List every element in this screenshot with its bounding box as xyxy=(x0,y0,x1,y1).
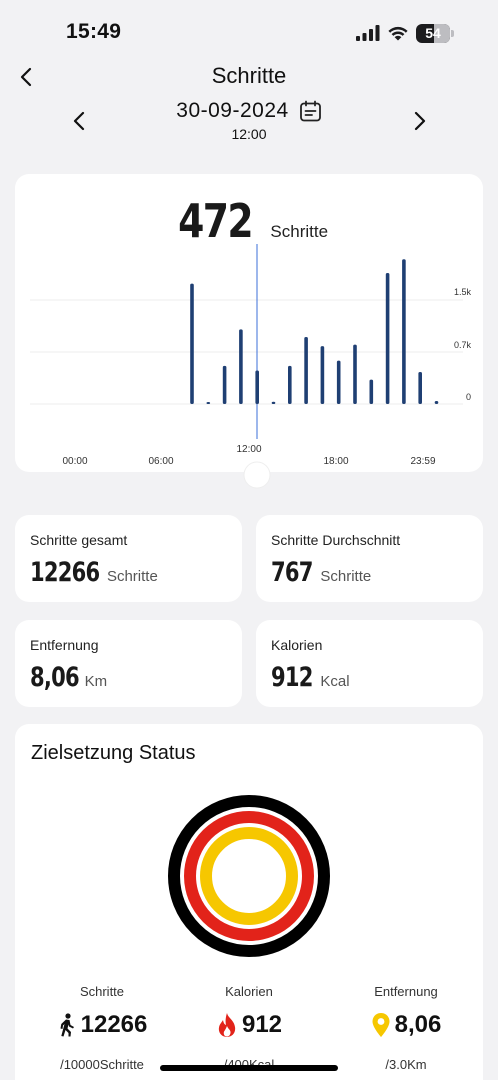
battery-level: 54 xyxy=(425,25,441,41)
home-indicator[interactable] xyxy=(160,1065,338,1071)
next-day-button[interactable] xyxy=(406,108,432,134)
chart-bar[interactable] xyxy=(434,400,439,404)
stat-unit: Kcal xyxy=(320,673,350,690)
back-button[interactable] xyxy=(14,64,40,90)
chart-bar[interactable] xyxy=(288,365,292,404)
stat-card-total-steps: Schritte gesamt 12266 Schritte xyxy=(15,515,242,602)
stat-value: 767 Schritte xyxy=(271,557,371,588)
chart-total-value: 472 xyxy=(178,194,253,248)
goal-status-card: Zielsetzung Status Schritte 12266 /10000… xyxy=(15,724,483,1080)
goal-label: Entfernung xyxy=(374,984,438,999)
time-label: 12:00 xyxy=(231,126,267,142)
goal-label: Kalorien xyxy=(225,984,273,999)
chart-bar[interactable] xyxy=(385,272,390,404)
goal-value: 12266 xyxy=(27,1011,177,1039)
goal-value: 8,06 xyxy=(331,1011,481,1039)
status-time: 15:49 xyxy=(66,20,122,43)
goal-distance: Entfernung 8,06 /3.0Km xyxy=(331,984,481,1072)
prev-day-button[interactable] xyxy=(67,108,93,134)
x-tick-label: 18:00 xyxy=(323,456,348,467)
chart-bar[interactable] xyxy=(255,370,259,404)
wifi-icon xyxy=(388,26,408,41)
walking-icon xyxy=(60,1013,74,1037)
chart-bar[interactable] xyxy=(418,372,422,404)
y-tick-label: 0 xyxy=(466,392,471,402)
x-tick-label: 00:00 xyxy=(62,456,87,467)
chart-bar[interactable] xyxy=(271,401,276,404)
chart-bar[interactable] xyxy=(402,259,406,404)
stat-number: 767 xyxy=(271,557,313,588)
goal-number: 8,06 xyxy=(394,1011,442,1038)
chart-total-unit: Schritte xyxy=(270,222,329,241)
ring-distance xyxy=(200,827,298,925)
chart-bar[interactable] xyxy=(353,344,357,404)
y-tick-label: 1.5k xyxy=(454,287,472,297)
stat-card-calories: Kalorien 912 Kcal xyxy=(256,620,483,707)
chart-bar[interactable] xyxy=(206,402,211,404)
stat-label: Schritte gesamt xyxy=(30,532,128,548)
location-pin-icon xyxy=(372,1013,390,1037)
chart-bar[interactable] xyxy=(320,346,325,404)
stat-label: Entfernung xyxy=(30,637,99,653)
ring-steps xyxy=(168,795,330,957)
x-tick-label: 06:00 xyxy=(148,456,173,467)
battery-icon: 54 xyxy=(416,23,450,43)
stat-value: 12266 Schritte xyxy=(30,557,158,588)
stat-number: 8,06 xyxy=(30,662,80,693)
flame-icon xyxy=(218,1013,236,1037)
goal-label: Schritte xyxy=(79,984,125,999)
goal-target: /3.0Km xyxy=(385,1057,427,1072)
ring-calories xyxy=(184,811,314,941)
goal-rings xyxy=(168,795,330,957)
signal-icon xyxy=(356,25,380,41)
goal-title: Zielsetzung Status xyxy=(31,742,196,764)
stat-label: Schritte Durchschnitt xyxy=(271,532,401,548)
stat-unit: Schritte xyxy=(320,568,372,585)
stat-unit: Schritte xyxy=(106,568,158,585)
chart-bar[interactable] xyxy=(336,360,341,404)
chart-bar[interactable] xyxy=(304,336,308,404)
goal-number: 12266 xyxy=(80,1011,148,1038)
date-label: 30-09-2024 xyxy=(176,99,289,122)
stat-number: 12266 xyxy=(30,557,100,588)
goal-number: 912 xyxy=(241,1011,283,1038)
stat-card-average-steps: Schritte Durchschnitt 767 Schritte xyxy=(256,515,483,602)
chart-bar[interactable] xyxy=(239,329,243,404)
stat-card-distance: Entfernung 8,06 Km xyxy=(15,620,242,707)
stat-number: 912 xyxy=(271,662,313,693)
goal-value: 912 xyxy=(174,1011,324,1039)
chart-bar[interactable] xyxy=(369,379,374,404)
stat-label: Kalorien xyxy=(271,637,323,653)
chart-bar[interactable] xyxy=(222,365,227,404)
status-icons: 54 xyxy=(356,22,454,44)
steps-bar-chart[interactable]: 1.5k 0.7k 0 00:00 06:00 12:00 18:00 23:5… xyxy=(15,174,483,472)
calendar-icon[interactable] xyxy=(299,100,322,123)
goal-target: /10000Schritte xyxy=(60,1057,144,1072)
stat-value: 8,06 Km xyxy=(30,662,107,693)
x-tick-label: 23:59 xyxy=(410,456,435,467)
chart-bar[interactable] xyxy=(190,283,194,404)
date-selector[interactable]: 30-09-2024 12:00 xyxy=(0,99,498,142)
steps-chart-card: 472 Schritte 1.5k 0.7k 0 00:00 06:00 12:… xyxy=(15,174,483,472)
goal-steps: Schritte 12266 /10000Schritte xyxy=(27,984,177,1072)
goal-calories: Kalorien 912 /400Kcal xyxy=(174,984,324,1072)
y-tick-label: 0.7k xyxy=(454,340,472,350)
page-title: Schritte xyxy=(211,63,287,88)
stat-unit: Km xyxy=(84,673,108,690)
stat-value: 912 Kcal xyxy=(271,662,350,693)
x-tick-label: 12:00 xyxy=(236,444,261,455)
chart-total: 472 Schritte xyxy=(15,194,483,248)
chart-scrubber-handle[interactable] xyxy=(222,460,294,492)
